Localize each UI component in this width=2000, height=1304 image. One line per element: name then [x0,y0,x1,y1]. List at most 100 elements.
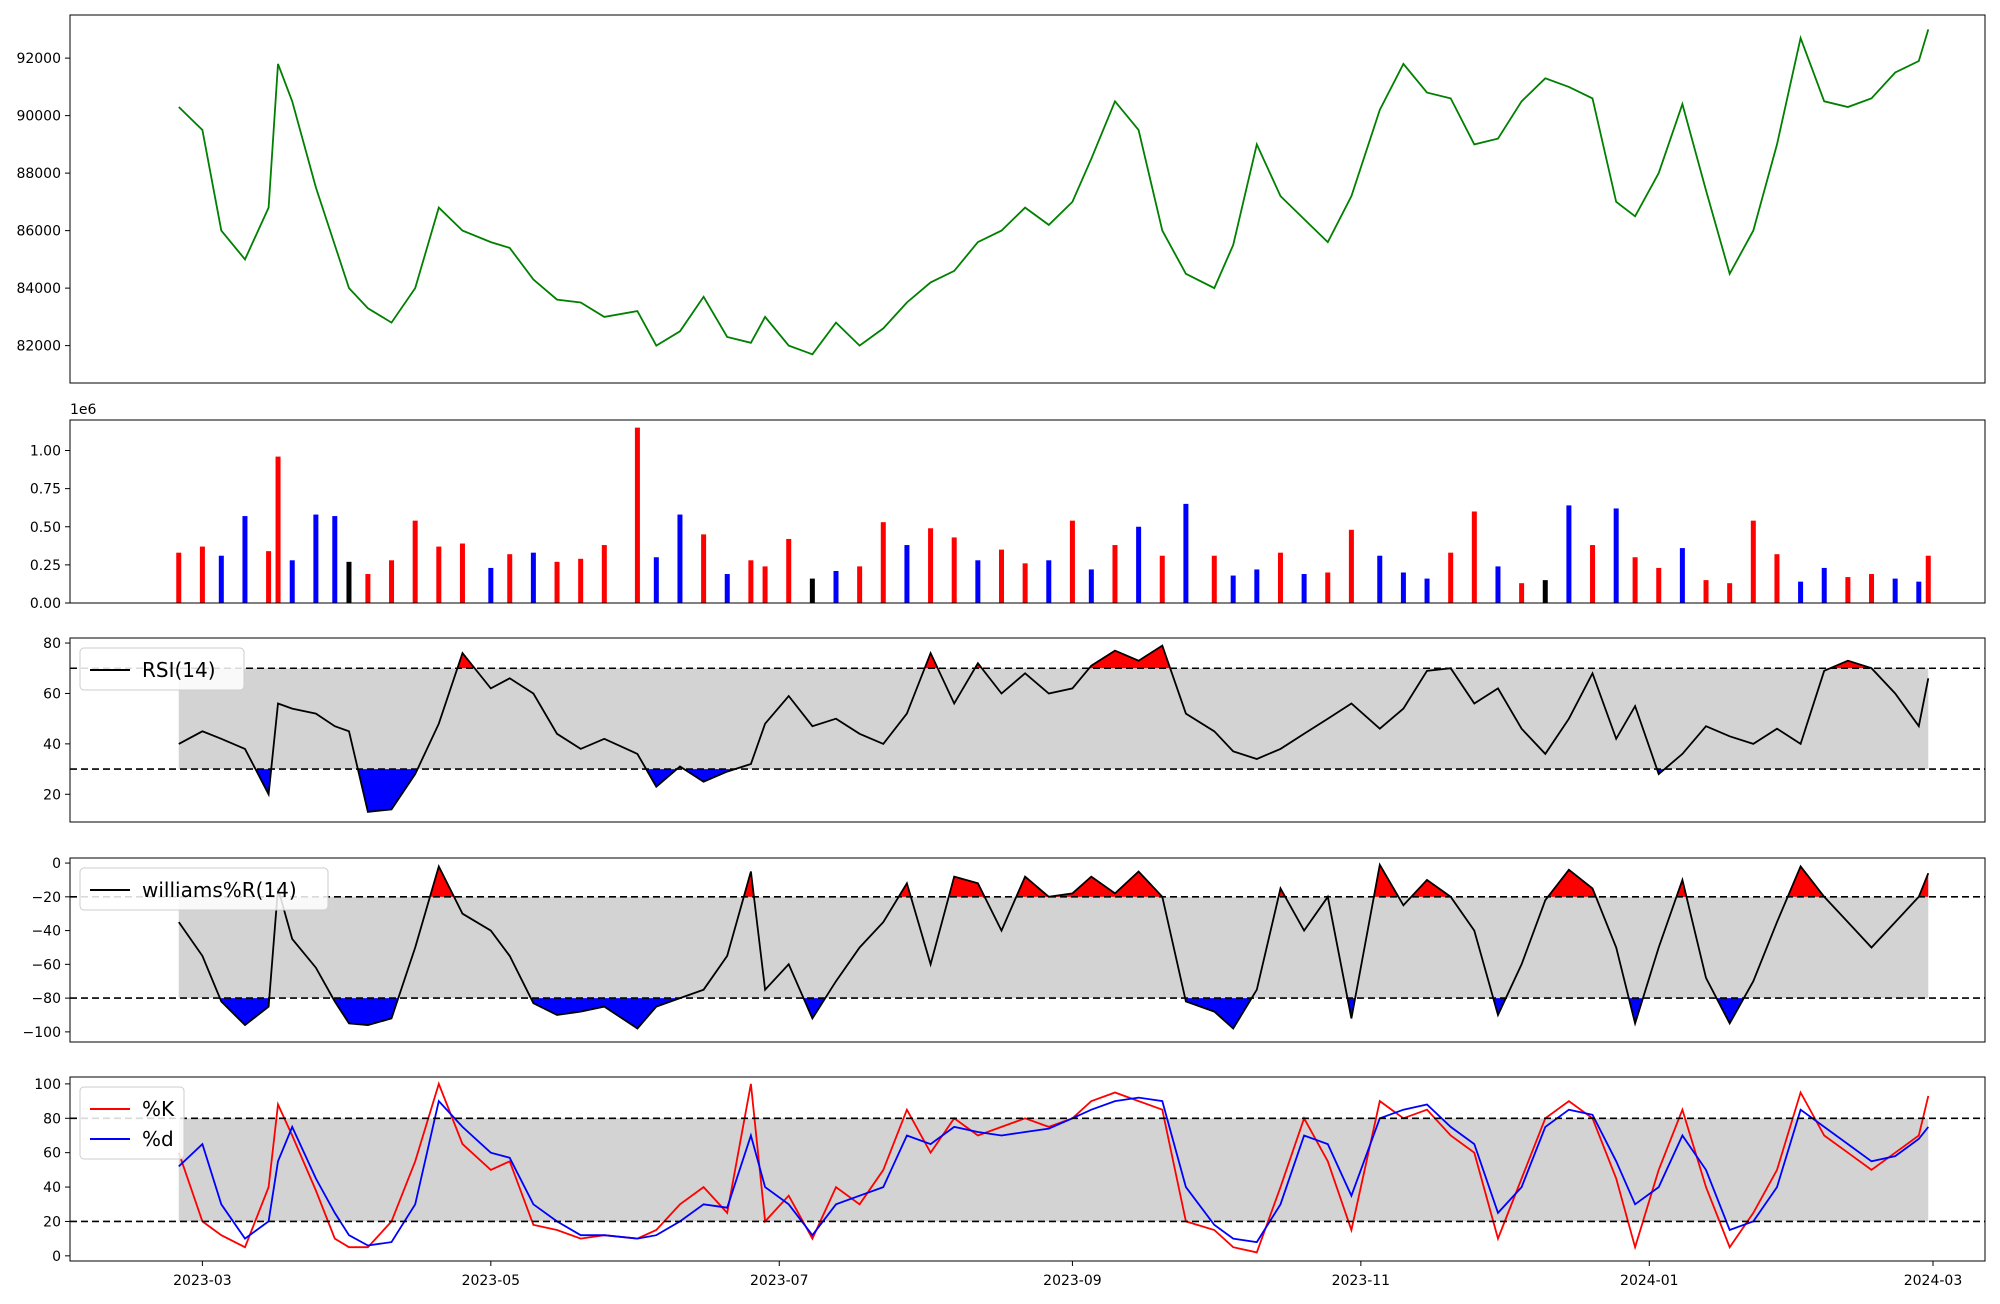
volume-bar [881,522,886,603]
volume-bar [1302,574,1307,603]
stochastic-ytick-label: 0 [52,1249,61,1265]
price-ytick-label: 88000 [16,166,61,182]
williams-band-fill [179,897,1929,998]
volume-bar [276,457,281,603]
rsi-ytick-label: 60 [43,686,61,702]
volume-bar [763,566,768,603]
volume-bar [1136,527,1141,603]
volume-bar [635,428,640,603]
volume-bar [413,521,418,603]
volume-bar [834,571,839,603]
volume-bar [176,553,181,603]
volume-bar [1089,569,1094,603]
volume-bar [1231,576,1236,603]
volume-bar [1590,545,1595,603]
volume-bar [219,556,224,603]
volume-bar [1916,582,1921,603]
williams-ytick-label: −60 [31,957,61,973]
volume-bar [1472,512,1477,604]
volume-bar [290,560,295,603]
volume-offset-label: 1e6 [70,402,97,418]
price-ytick-label: 84000 [16,281,61,297]
volume-bar [365,574,370,603]
volume-bar [1325,573,1330,604]
volume-bar [999,550,1004,603]
volume-bar [1845,577,1850,603]
stochastic-ytick-label: 80 [43,1111,61,1127]
xtick-label: 2024-01 [1620,1273,1679,1289]
volume-bar [857,566,862,603]
legend-label: RSI(14) [142,658,216,682]
volume-bar [1425,579,1430,603]
price-ytick-label: 86000 [16,224,61,240]
volume-bar [531,553,536,603]
volume-bar [975,560,980,603]
volume-bar [1046,560,1051,603]
xtick-label: 2023-03 [173,1273,232,1289]
rsi-ytick-label: 80 [43,636,61,652]
volume-bar [1183,504,1188,603]
volume-bar [1680,548,1685,603]
volume-bar [460,544,465,603]
volume-ytick-label: 0.00 [30,596,61,612]
volume-bar [555,562,560,603]
volume-bar [1614,508,1619,603]
williams-ytick-label: −100 [23,1025,61,1041]
price-ytick-label: 92000 [16,51,61,67]
volume-bar [1377,556,1382,603]
price-line [179,29,1929,354]
volume-bar [1656,568,1661,603]
price-ytick-label: 82000 [16,339,61,355]
volume-bar [1254,569,1259,603]
volume-bar [1774,554,1779,603]
xtick-label: 2023-11 [1332,1273,1391,1289]
williams-overbought-fill [1049,872,1162,897]
volume-bar [1448,553,1453,603]
legend-label: %K [142,1097,175,1121]
xtick-label: 2023-07 [750,1273,809,1289]
volume-bar [313,515,318,603]
williams-ytick-label: 0 [52,856,61,872]
volume-bar [1566,505,1571,603]
volume-ytick-label: 0.50 [30,520,61,536]
stochastic-ytick-label: 60 [43,1146,61,1162]
volume-bar [346,562,351,603]
volume-bar [578,559,583,603]
volume-bar [748,560,753,603]
volume-bar [1023,563,1028,603]
volume-bar [1112,545,1117,603]
williams-oversold-fill [1717,998,1744,1023]
volume-bar [1633,557,1638,603]
volume-ytick-label: 0.25 [30,558,61,574]
volume-bar [266,551,271,603]
volume-bar [602,545,607,603]
volume-bar [488,568,493,603]
stochastic-ytick-label: 40 [43,1180,61,1196]
volume-bar [952,537,957,603]
volume-bar [725,574,730,603]
volume-bar [507,554,512,603]
volume-bar [332,516,337,603]
volume-bar [1704,580,1709,603]
volume-bar [810,579,815,603]
price-ytick-label: 90000 [16,109,61,125]
williams-oversold-fill [333,998,398,1025]
volume-bar [1727,583,1732,603]
volume-bar [701,534,706,603]
volume-ytick-label: 0.75 [30,482,61,498]
williams-overbought-fill [1548,870,1596,897]
xtick-label: 2023-05 [462,1273,521,1289]
williams-ytick-label: −20 [31,890,61,906]
volume-bar [242,516,247,603]
stochastic-ytick-label: 20 [43,1214,61,1230]
williams-ytick-label: −80 [31,991,61,1007]
xtick-label: 2023-09 [1043,1273,1102,1289]
xtick-label: 2024-03 [1904,1273,1963,1289]
volume-bar [1751,521,1756,603]
volume-bar [1893,579,1898,603]
volume-ytick-label: 1.00 [30,444,61,460]
volume-bar [1212,556,1217,603]
rsi-ytick-label: 40 [43,737,61,753]
